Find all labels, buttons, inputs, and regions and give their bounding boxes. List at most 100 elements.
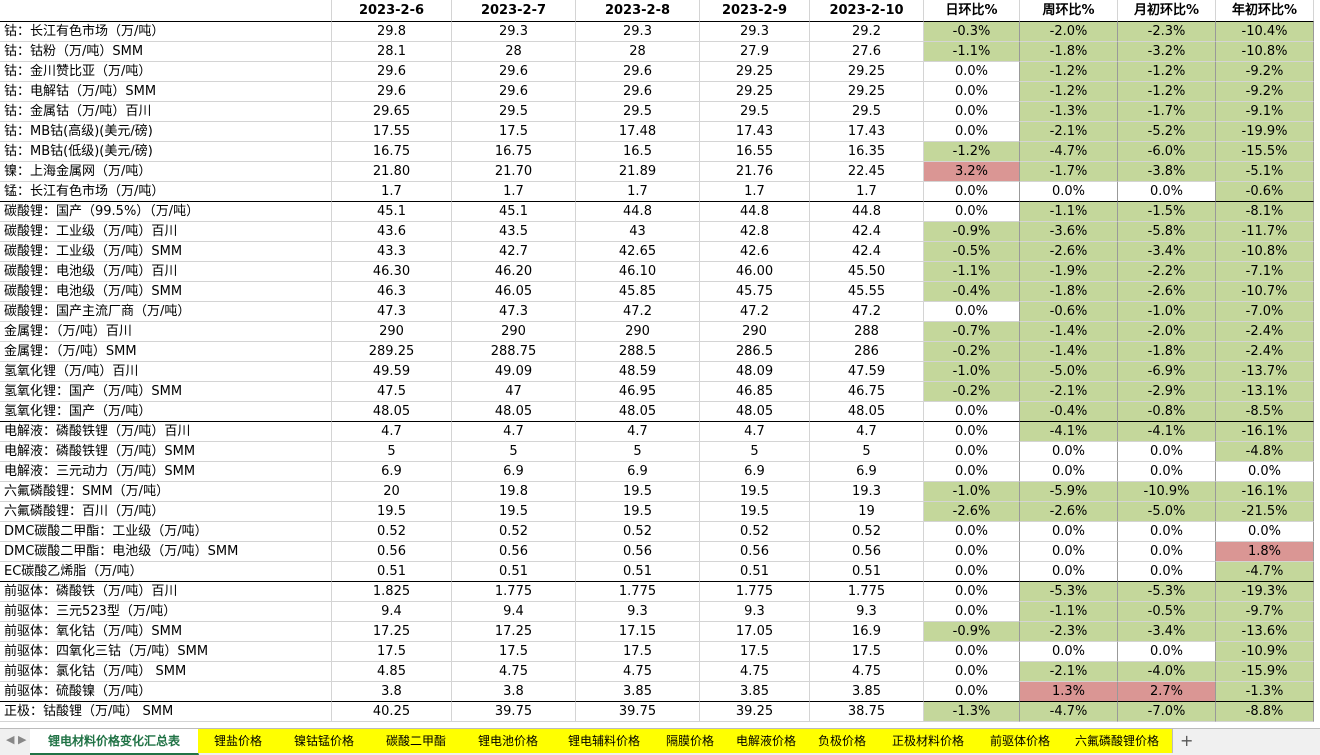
cell: -21.5% [1216,502,1314,522]
cell: 288.75 [452,342,576,362]
cell: -15.9% [1216,662,1314,682]
cell: 4.75 [452,662,576,682]
cell: 0.0% [924,122,1020,142]
cell: 5 [576,442,700,462]
tab-nav[interactable]: ◀ ▶ [6,733,27,746]
cell: 0.0% [1118,562,1216,582]
cell: 44.8 [810,202,924,222]
cell: -1.3% [1216,682,1314,702]
cell: 1.3% [1020,682,1118,702]
sheet-tab[interactable]: 锂电池价格 [462,729,555,753]
cell: -2.1% [1020,382,1118,402]
cell: 0.0% [924,402,1020,422]
cell: 19 [810,502,924,522]
cell: 17.5 [452,122,576,142]
cell: -16.1% [1216,482,1314,502]
cell: -2.3% [1118,22,1216,42]
cell: -0.7% [924,322,1020,342]
cell: -8.8% [1216,702,1314,722]
cell: 4.75 [576,662,700,682]
sheet-tab[interactable]: 镍钴锰价格 [278,729,371,753]
cell: -0.5% [1118,602,1216,622]
cell: 29.6 [332,82,452,102]
cell: 0.0% [924,422,1020,442]
cell: 0.51 [810,562,924,582]
sheet-tab[interactable]: 锂电辅料价格 [554,729,655,753]
cell: 47 [452,382,576,402]
cell: -13.7% [1216,362,1314,382]
sheet-tab[interactable]: 碳酸二甲酯 [370,729,463,753]
cell: -2.9% [1118,382,1216,402]
sheet-tab[interactable]: 负极价格 [806,729,879,753]
cell: -3.4% [1118,622,1216,642]
cell: 46.85 [700,382,810,402]
cell: -1.1% [924,42,1020,62]
sheet-tab[interactable]: 电解液价格 [726,729,807,753]
row-label: 碳酸锂：电池级（万/吨）SMM [0,282,332,302]
cell: 0.51 [700,562,810,582]
cell: -6.0% [1118,142,1216,162]
cell: -2.1% [1020,662,1118,682]
cell: 3.8 [332,682,452,702]
cell: 1.7 [332,182,452,202]
add-sheet[interactable]: + [1180,731,1194,750]
cell: -1.4% [1020,322,1118,342]
cell: 29.3 [700,22,810,42]
cell: -1.2% [1118,62,1216,82]
cell: 0.0% [924,602,1020,622]
cell: 19.5 [700,502,810,522]
cell: -9.2% [1216,82,1314,102]
cell: -1.2% [1020,62,1118,82]
sheet-tab[interactable]: 锂电材料价格变化汇总表 [30,729,199,755]
cell: 47.3 [452,302,576,322]
cell: 28.1 [332,42,452,62]
cell: 17.43 [810,122,924,142]
cell: -1.1% [924,262,1020,282]
cell: 4.75 [810,662,924,682]
cell: 0.0% [1118,642,1216,662]
sheet-tab[interactable]: 正极材料价格 [878,729,979,753]
cell: 29.8 [332,22,452,42]
cell: 19.3 [810,482,924,502]
row-label: 钴：金属钴（万/吨）百川 [0,102,332,122]
cell: 0.52 [700,522,810,542]
row-label: 前驱体：氧化钴（万/吨）SMM [0,622,332,642]
cell: -1.0% [924,362,1020,382]
cell: 0.56 [452,542,576,562]
sheet-tab[interactable]: 六氟磷酸锂价格 [1062,729,1173,753]
cell: 46.00 [700,262,810,282]
cell: 0.52 [332,522,452,542]
cell: 290 [332,322,452,342]
cell: 0.52 [810,522,924,542]
row-label: 钴：MB钴(低级)(美元/磅) [0,142,332,162]
cell: 42.6 [700,242,810,262]
cell: -5.8% [1118,222,1216,242]
cell: -2.4% [1216,322,1314,342]
cell: 29.5 [810,102,924,122]
cell: 3.2% [924,162,1020,182]
row-label: 钴：钴粉（万/吨）SMM [0,42,332,62]
cell: 42.4 [810,222,924,242]
cell: 4.7 [810,422,924,442]
sheet-tab[interactable]: 前驱体价格 [978,729,1063,753]
cell: -5.1% [1216,162,1314,182]
cell: -3.8% [1118,162,1216,182]
cell: 40.25 [332,702,452,722]
cell: -5.3% [1020,582,1118,602]
cell: -1.7% [1118,102,1216,122]
cell: 2.7% [1118,682,1216,702]
sheet-tab[interactable]: 隔膜价格 [654,729,727,753]
cell: 0.0% [1118,462,1216,482]
cell: 45.85 [576,282,700,302]
cell: -1.8% [1118,342,1216,362]
cell: 17.5 [810,642,924,662]
cell: 0.0% [924,542,1020,562]
cell: 6.9 [452,462,576,482]
cell: 46.20 [452,262,576,282]
cell: 0.56 [332,542,452,562]
cell: 0.0% [1216,522,1314,542]
cell: 28 [576,42,700,62]
cell: 17.48 [576,122,700,142]
cell: -1.2% [1118,82,1216,102]
sheet-tab[interactable]: 锂盐价格 [198,729,279,753]
